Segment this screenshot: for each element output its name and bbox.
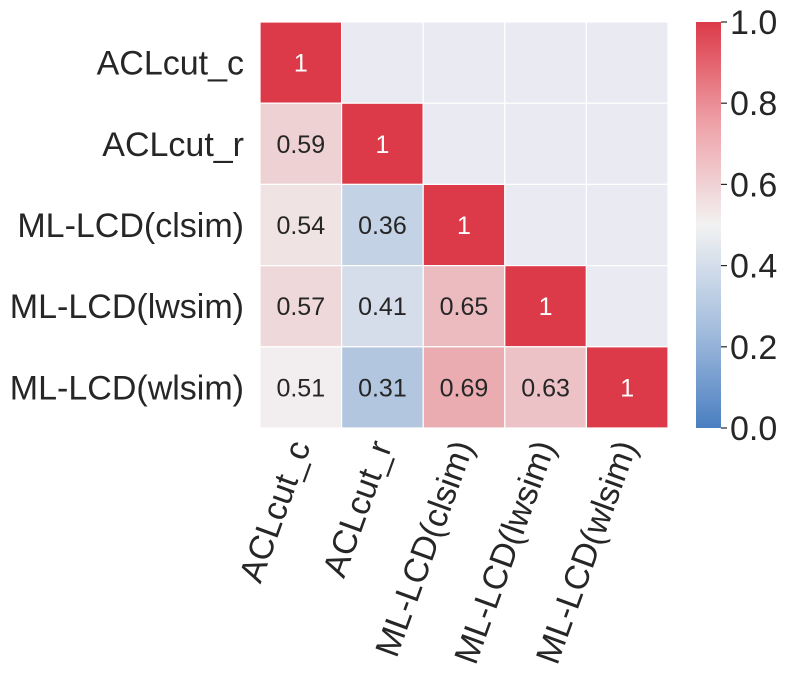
colorbar-tick-label: 1.0	[730, 4, 777, 42]
cell-value-label: 0.57	[276, 293, 325, 321]
heatmap-cell	[422, 21, 506, 104]
colorbar-tick-label: 0.4	[730, 248, 777, 286]
colorbar-tick-label: 0.2	[730, 329, 777, 367]
heatmap-cells	[259, 21, 669, 429]
y-axis-tick-labels: ACLcut_c ACLcut_r ML-LCD(clsim) ML-LCD(lwsi…	[10, 45, 244, 408]
heatmap-cell	[341, 21, 424, 104]
heatmap-cell	[504, 265, 587, 348]
colorbar-tick-label: 0.6	[730, 166, 777, 204]
colorbar-tick-label: 0.0	[730, 410, 777, 448]
colorbar	[696, 22, 721, 428]
heatmap-cell	[422, 265, 506, 348]
cell-value-label: 0.69	[440, 374, 489, 402]
cell-value-label: 0.59	[276, 131, 325, 159]
heatmap-cell	[259, 346, 343, 429]
cell-value-label: 0.36	[358, 212, 407, 240]
heatmap-cell	[585, 102, 669, 185]
heatmap-cell	[341, 183, 424, 267]
y-tick-label: ACLcut_c	[97, 45, 244, 83]
y-tick-label: ML-LCD(wlsim)	[10, 369, 244, 407]
cell-value-label: 1	[620, 374, 634, 402]
heatmap-cell	[422, 346, 506, 429]
heatmap-value-labels: 1 0.59 1 0.54 0.36 1 0.57 0.41 0.65 1 0.51 0.31 0.69…	[276, 50, 634, 403]
heatmap-cell	[341, 346, 424, 429]
cell-value-label: 0.65	[440, 293, 489, 321]
heatmap-cell	[259, 102, 343, 185]
colorbar-tick-labels: 0.0 0.2 0.4 0.6 0.8 1.0	[721, 4, 777, 448]
x-tick-label: ACLcut_r	[316, 436, 400, 582]
cell-value-label: 1	[294, 50, 308, 78]
heatmap-cell	[585, 21, 669, 104]
heatmap-cell	[585, 183, 669, 267]
heatmap-cell	[341, 265, 424, 348]
heatmap-cell	[504, 183, 587, 267]
cell-value-label: 1	[457, 212, 471, 240]
colorbar-tick-label: 0.8	[730, 85, 777, 123]
cell-value-label: 0.54	[276, 212, 325, 240]
cell-value-label: 1	[375, 131, 389, 159]
heatmap-cell	[585, 265, 669, 348]
x-tick-label: ACLcut_c	[232, 436, 318, 588]
heatmap-cell	[504, 21, 587, 104]
heatmap-cell	[259, 265, 343, 348]
y-tick-label: ACLcut_r	[102, 126, 244, 164]
cell-value-label: 0.63	[521, 374, 570, 402]
cell-value-label: 1	[539, 293, 553, 321]
x-axis-tick-labels: ACLcut_cACLcut_rML-LCD(clsim)ML-LCD(lwsi…	[232, 436, 645, 669]
heatmap-cell	[504, 102, 587, 185]
cell-value-label: 0.31	[358, 374, 407, 402]
heatmap-cell	[422, 102, 506, 185]
colorbar-gradient	[696, 22, 721, 428]
y-tick-label: ML-LCD(clsim)	[17, 207, 244, 245]
y-tick-label: ML-LCD(lwsim)	[10, 288, 244, 326]
cell-value-label: 0.41	[358, 293, 407, 321]
heatmap-cell	[585, 346, 669, 429]
cell-value-label: 0.51	[276, 374, 325, 402]
heatmap-cell	[259, 21, 343, 104]
